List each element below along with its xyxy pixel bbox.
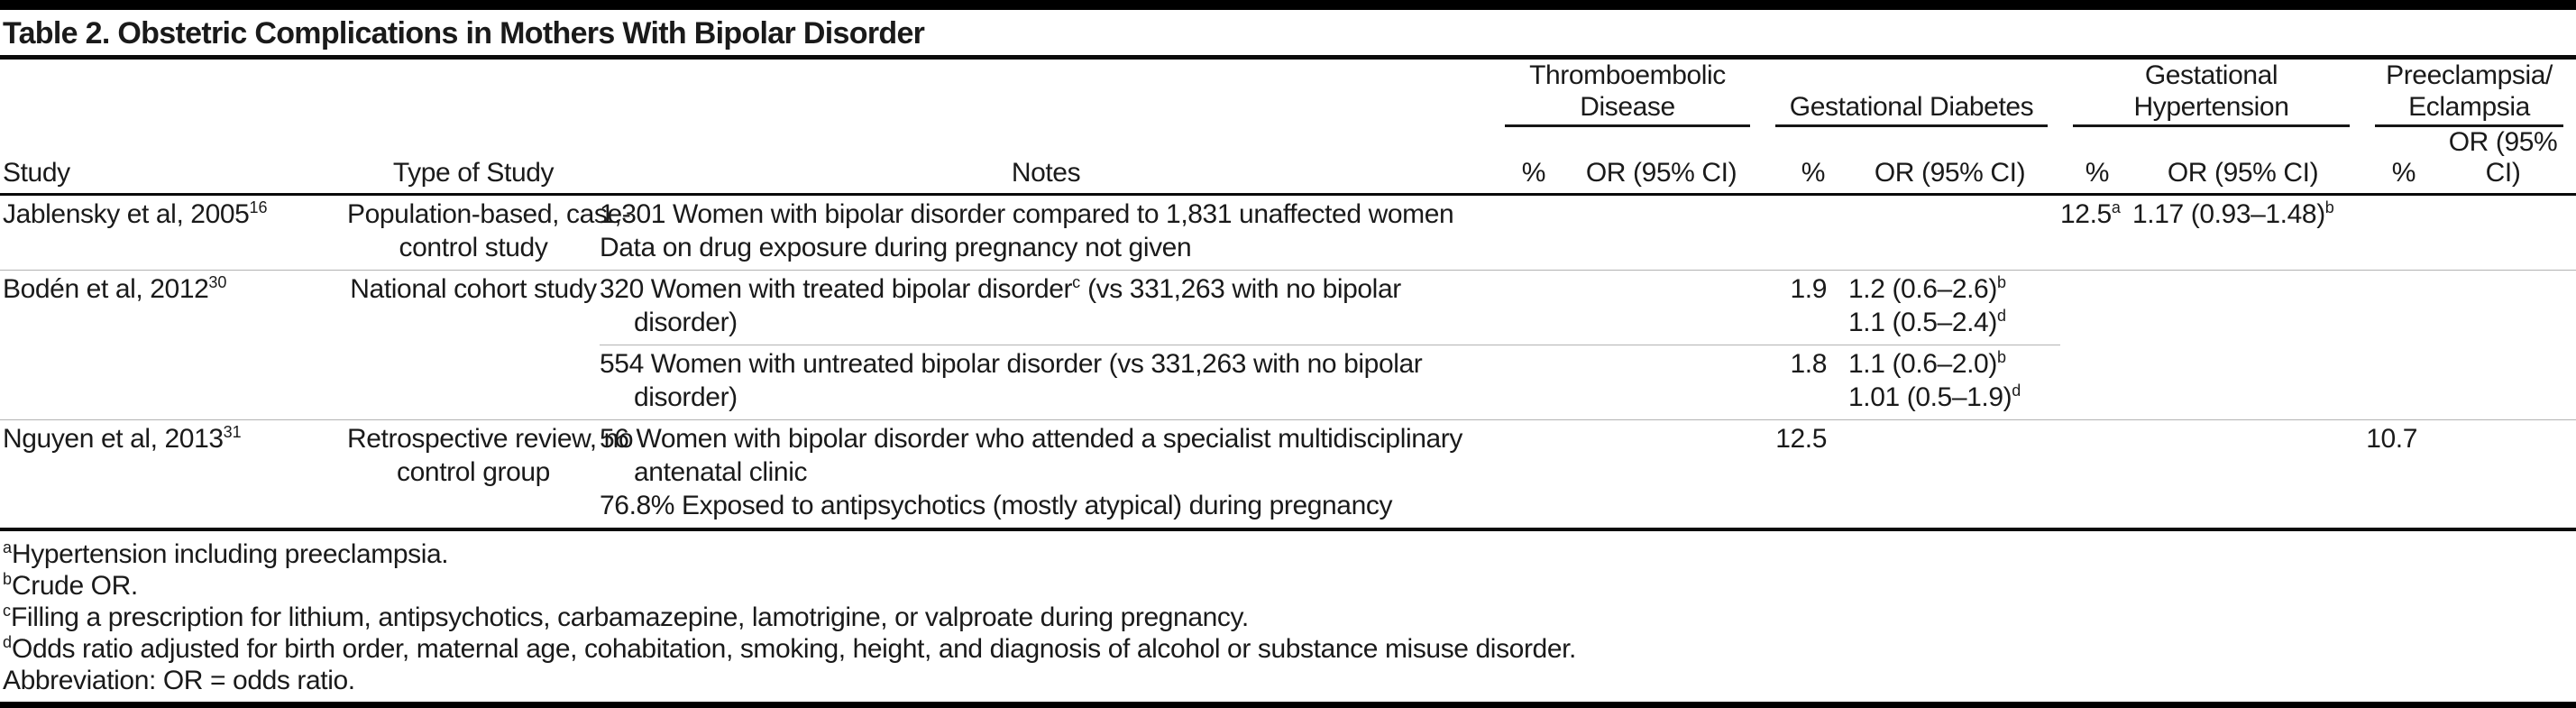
cell-study	[0, 345, 347, 420]
footnote: dOdds ratio adjusted for birth order, ma…	[3, 633, 1576, 664]
group-header-gestational-hypertension: Gestational Hypertension	[2060, 60, 2362, 127]
column-header-type-of-study: Type of Study	[392, 158, 555, 188]
column-header-td-or: OR (95% CI)	[1585, 158, 1737, 188]
column-header-pe-pct: %	[2391, 158, 2416, 188]
title-rule	[0, 55, 2576, 60]
cell-preeclampsia-eclampsia-or	[2430, 345, 2576, 420]
column-header-gd-or: OR (95% CI)	[1874, 158, 2026, 188]
cell-thromboembolic-disease-pct	[1492, 419, 1560, 529]
table-row: Jablensky et al, 200516 Population-based,…	[0, 195, 2576, 271]
cell-gestational-hypertension-or: 1.17 (0.93–1.48)b	[2132, 198, 2334, 229]
group-label: Gestational Hypertension	[2073, 60, 2351, 127]
column-header-pe-or: OR (95% CI)	[2448, 127, 2558, 188]
cell-notes: 554 Women with untreated bipolar disorde…	[600, 345, 1492, 420]
cell-gestational-diabetes-pct: 12.5	[1763, 419, 1840, 529]
cell-gestational-diabetes-or	[1839, 419, 2061, 529]
cell-type-of-study: Retrospective review, no control group	[347, 419, 634, 529]
sub-header-row: % OR (95% CI) % OR (95% CI) % OR (95% CI…	[0, 127, 2576, 195]
cell-type-of-study: National cohort study	[347, 270, 600, 345]
cell-preeclampsia-eclampsia-pct	[2362, 195, 2430, 271]
table-row: Nguyen et al, 201331 Retrospective review…	[0, 419, 2576, 529]
table-title: Table 2. Obstetric Complications in Moth…	[3, 16, 925, 51]
group-header-gestational-diabetes: Gestational Diabetes	[1763, 60, 2060, 127]
cell-type-of-study: Population-based, case-control study	[347, 199, 631, 262]
cell-thromboembolic-disease-or	[1560, 195, 1763, 271]
column-header-td-pct: %	[1521, 158, 1546, 188]
cell-thromboembolic-disease-pct	[1492, 270, 1560, 345]
cell-gestational-diabetes-or: 1.1 (0.6–2.0)b 1.01 (0.5–1.9)d	[1839, 345, 2061, 420]
top-rule	[0, 0, 2576, 10]
cell-preeclampsia-eclampsia-pct	[2362, 345, 2430, 420]
cell-gestational-hypertension-pct	[2060, 270, 2124, 345]
cell-study: Bodén et al, 201230	[0, 270, 347, 345]
cell-gestational-diabetes-pct: 1.8	[1763, 345, 1840, 420]
column-header-gh-or: OR (95% CI)	[2167, 158, 2319, 188]
cell-preeclampsia-eclampsia-or	[2430, 195, 2576, 271]
cell-study: Nguyen et al, 201331	[0, 419, 347, 529]
cell-notes: 56 Women with bipolar disorder who atten…	[600, 419, 1492, 529]
note-line: 1,301 Women with bipolar disorder compar…	[600, 199, 1454, 229]
footnote: aHypertension including preeclampsia.	[3, 538, 449, 569]
table-row: Bodén et al, 201230 National cohort study…	[0, 270, 2576, 345]
cell-preeclampsia-eclampsia-pct: 10.7	[2362, 419, 2431, 529]
note-line: antenatal clinic	[634, 457, 808, 487]
cell-gestational-diabetes-or	[1839, 195, 2060, 271]
cell-gestational-diabetes-pct: 1.9	[1763, 270, 1840, 345]
cell-gestational-hypertension-pct	[2060, 419, 2124, 529]
note-line: disorder)	[634, 308, 738, 337]
cell-preeclampsia-eclampsia-or	[2430, 270, 2576, 345]
cell-preeclampsia-eclampsia-pct	[2362, 270, 2431, 345]
table-header: Study Type of Study Notes Thromboembolic…	[0, 60, 2576, 195]
footnotes: aHypertension including preeclampsia. bCr…	[0, 531, 2576, 702]
note-line: 554 Women with untreated bipolar disorde…	[600, 349, 1423, 379]
group-label: Preeclampsia/Eclampsia	[2375, 60, 2564, 127]
note-line: 76.8% Exposed to antipsychotics (mostly …	[600, 491, 1393, 520]
cell-gestational-hypertension-pct: 12.5a	[2060, 198, 2121, 229]
cell-thromboembolic-disease-or	[1560, 345, 1764, 420]
column-header-notes: Notes	[1011, 158, 1081, 188]
group-label: Thromboembolic Disease	[1505, 60, 1751, 127]
cell-gestational-diabetes-pct	[1763, 195, 1839, 271]
group-header-thromboembolic-disease: Thromboembolic Disease	[1492, 60, 1763, 127]
cell-gestational-diabetes-or: 1.2 (0.6–2.6)b 1.1 (0.5–2.4)d	[1839, 270, 2061, 345]
note-line: disorder)	[634, 382, 738, 412]
group-header-preeclampsia-eclampsia: Preeclampsia/Eclampsia	[2362, 60, 2576, 127]
column-header-gd-pct: %	[1801, 158, 1826, 188]
column-header-gh-pct: %	[2085, 158, 2110, 188]
note-line: 56 Women with bipolar disorder who atten…	[600, 424, 1463, 454]
table-row: 554 Women with untreated bipolar disorde…	[0, 345, 2576, 420]
table-body: Jablensky et al, 200516 Population-based,…	[0, 195, 2576, 529]
note-line: 320 Women with treated bipolar disorderc…	[600, 273, 1401, 304]
footnote: bCrude OR.	[3, 570, 138, 601]
cell-thromboembolic-disease-or	[1560, 419, 1764, 529]
note-line: Data on drug exposure during pregnancy n…	[600, 233, 1192, 262]
obstetric-complications-table: Study Type of Study Notes Thromboembolic…	[0, 60, 2576, 531]
cell-gestational-hypertension-or	[2123, 345, 2362, 420]
cell-gestational-hypertension-or	[2123, 270, 2363, 345]
cell-gestational-hypertension-pct	[2060, 345, 2123, 420]
bottom-rule	[0, 702, 2576, 708]
cell-thromboembolic-disease-or	[1560, 270, 1764, 345]
group-header-row: Study Type of Study Notes Thromboembolic…	[0, 60, 2576, 188]
footnote: cFilling a prescription for lithium, ant…	[3, 602, 1249, 632]
cell-study: Jablensky et al, 200516	[3, 198, 268, 229]
cell-type-of-study	[347, 345, 600, 420]
cell-thromboembolic-disease-pct	[1492, 195, 1560, 271]
cell-gestational-hypertension-or	[2123, 419, 2363, 529]
group-label: Gestational Diabetes	[1775, 91, 2049, 127]
cell-preeclampsia-eclampsia-or	[2430, 419, 2576, 529]
column-header-study: Study	[3, 158, 70, 188]
cell-notes: 1,301 Women with bipolar disorder compar…	[600, 195, 1492, 271]
cell-thromboembolic-disease-pct	[1492, 345, 1560, 420]
cell-notes: 320 Women with treated bipolar disorderc…	[600, 270, 1492, 345]
